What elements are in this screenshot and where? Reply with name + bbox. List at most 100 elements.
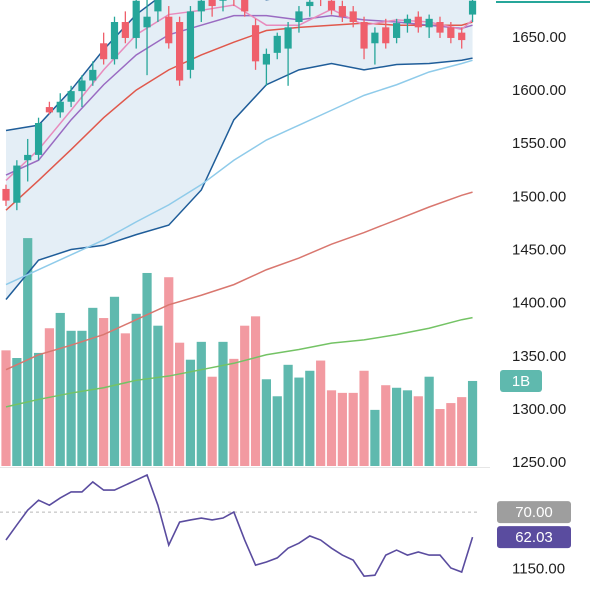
- candle-body: [425, 18, 433, 28]
- volume-bar: [175, 342, 185, 466]
- volume-bar: [240, 325, 250, 466]
- rsi-value-label-bg: [497, 526, 571, 549]
- rsi-line: [5, 473, 474, 577]
- volume-bar: [305, 370, 315, 466]
- candle-body: [251, 25, 260, 62]
- candle-body: [284, 27, 292, 49]
- volume-bar: [55, 312, 65, 466]
- volume-bar: [316, 360, 326, 466]
- indicator-line: [5, 59, 473, 286]
- candle-body: [371, 32, 379, 44]
- candle-body: [154, 0, 162, 12]
- candle-body: [382, 27, 390, 44]
- rsi-level-label-bg: [497, 501, 571, 524]
- candle-body: [393, 23, 401, 38]
- volume-bar: [402, 390, 413, 466]
- candle-body: [121, 22, 129, 38]
- candle-body: [360, 22, 368, 49]
- volume-bar: [153, 325, 163, 466]
- candle-body: [436, 22, 444, 33]
- candle-body: [2, 188, 10, 201]
- y-tick-label: 1150.00: [512, 561, 565, 578]
- y-tick-label: 1350.00: [512, 348, 566, 365]
- candle-body: [403, 18, 412, 24]
- candle-body: [262, 53, 270, 65]
- volume-bar: [23, 238, 33, 466]
- volume-bar: [164, 277, 174, 466]
- volume-bar: [33, 352, 44, 466]
- volume-bar: [381, 385, 391, 466]
- volume-bar: [326, 390, 337, 466]
- indicator-line: [5, 0, 270, 132]
- candle-body: [165, 16, 173, 44]
- candle-body: [273, 35, 281, 53]
- candle-body: [208, 0, 216, 7]
- y-tick-label: 1500.00: [512, 188, 566, 205]
- candle-body: [197, 0, 205, 12]
- volume-bar: [457, 397, 467, 466]
- candle-body: [100, 43, 108, 60]
- volume-bar: [77, 330, 87, 466]
- candle-body: [306, 1, 314, 7]
- candle-body: [349, 11, 357, 23]
- price-panel: [1, 0, 478, 466]
- candle-body: [458, 32, 466, 41]
- y-tick-label: 1650.00: [512, 29, 566, 46]
- y-tick-label: 1300.00: [512, 401, 566, 418]
- candle-body: [468, 0, 477, 15]
- candle-body: [13, 165, 21, 203]
- indicator-line: [5, 4, 474, 181]
- candle-body: [414, 16, 422, 28]
- volume-bar: [435, 409, 445, 466]
- candle-body: [24, 154, 32, 161]
- volume-bar: [196, 341, 206, 466]
- candle-body: [132, 0, 140, 38]
- y-tick-label: 1600.00: [512, 82, 566, 99]
- volume-bar: [131, 313, 141, 466]
- volume-bar: [337, 392, 347, 466]
- candle-body: [143, 16, 151, 28]
- y-tick-label: 1250.00: [512, 454, 566, 471]
- y-tick-label: 1450.00: [512, 242, 566, 259]
- volume-bar: [120, 333, 130, 466]
- rsi-panel: [0, 473, 478, 577]
- volume-label-bg: [500, 369, 542, 392]
- candle-body: [447, 27, 455, 38]
- indicator-line: [5, 316, 473, 408]
- candle-body: [219, 0, 227, 1]
- volume-bar: [446, 403, 456, 466]
- volume-bar: [359, 370, 369, 466]
- candle-body: [241, 0, 249, 12]
- band-fill: [6, 0, 473, 300]
- rsi-value-label: 62.03: [515, 529, 553, 546]
- volume-bar: [272, 396, 282, 466]
- volume-bar: [66, 330, 76, 466]
- candle-body: [78, 80, 86, 92]
- volume-bar: [261, 379, 271, 466]
- candle-body: [295, 11, 303, 23]
- volume-label: 1B: [512, 373, 530, 390]
- indicator-line: [5, 21, 473, 211]
- candle-body: [327, 0, 336, 11]
- volume-bar: [142, 272, 152, 466]
- volume-bar: [229, 358, 239, 466]
- volume-bar: [88, 307, 98, 466]
- indicator-line: [5, 191, 473, 371]
- volume-bar: [370, 409, 380, 466]
- candle-body: [186, 11, 195, 70]
- candle-body: [110, 22, 119, 60]
- volume-bar: [12, 358, 22, 466]
- volume-bar: [294, 377, 304, 466]
- volume-bar: [424, 376, 434, 466]
- y-tick-label: 1400.00: [512, 295, 566, 312]
- candle-body: [89, 69, 97, 81]
- volume-bar: [99, 318, 109, 466]
- badges: 1B 70.00 62.03: [497, 369, 571, 549]
- volume-bar: [413, 396, 423, 466]
- volume-bar: [1, 350, 11, 466]
- volume-bar: [185, 359, 196, 466]
- candle-body: [338, 6, 346, 17]
- candle-body: [176, 22, 184, 81]
- volume-bar: [218, 341, 228, 466]
- volume-bar: [348, 392, 358, 466]
